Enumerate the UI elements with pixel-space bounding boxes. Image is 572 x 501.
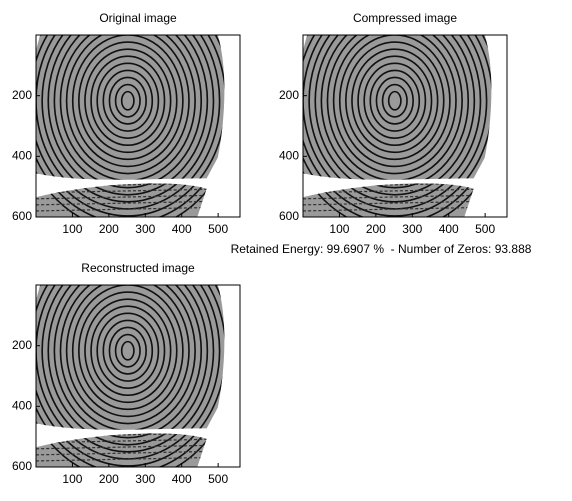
y-tick-label: 200 (12, 338, 32, 352)
x-tick-label: 200 (99, 222, 119, 236)
y-tick-label: 600 (279, 209, 299, 223)
subplot-title: Compressed image (353, 11, 457, 25)
x-tick-label: 400 (439, 222, 459, 236)
y-tick-label: 400 (12, 399, 32, 413)
image (18, 221, 240, 480)
x-tick-label: 400 (172, 222, 192, 236)
x-tick-label: 400 (172, 472, 192, 486)
x-tick-label: 100 (62, 472, 82, 486)
axes-box (35, 34, 241, 218)
y-tick-label: 200 (279, 88, 299, 102)
y-tick-label: 600 (12, 209, 32, 223)
x-tick-label: 500 (475, 222, 495, 236)
x-tick-label: 100 (62, 222, 82, 236)
y-tick-label: 400 (12, 149, 32, 163)
x-tick-label: 300 (135, 222, 155, 236)
x-tick-label: 300 (402, 222, 422, 236)
y-tick-label: 400 (279, 149, 299, 163)
x-tick-label: 500 (208, 472, 228, 486)
x-tick-label: 100 (329, 222, 349, 236)
y-tick-label: 600 (12, 459, 32, 473)
x-axis-label: Retained Energy: 99.6907 % - Number of Z… (231, 242, 532, 256)
x-tick-label: 200 (366, 222, 386, 236)
x-tick-label: 500 (208, 222, 228, 236)
axes-box (302, 34, 508, 218)
axes-box (35, 284, 241, 468)
x-tick-label: 200 (99, 472, 119, 486)
x-tick-label: 300 (135, 472, 155, 486)
subplot-title: Original image (99, 11, 177, 25)
subplot-title: Reconstructed image (81, 261, 195, 275)
y-tick-label: 200 (12, 88, 32, 102)
